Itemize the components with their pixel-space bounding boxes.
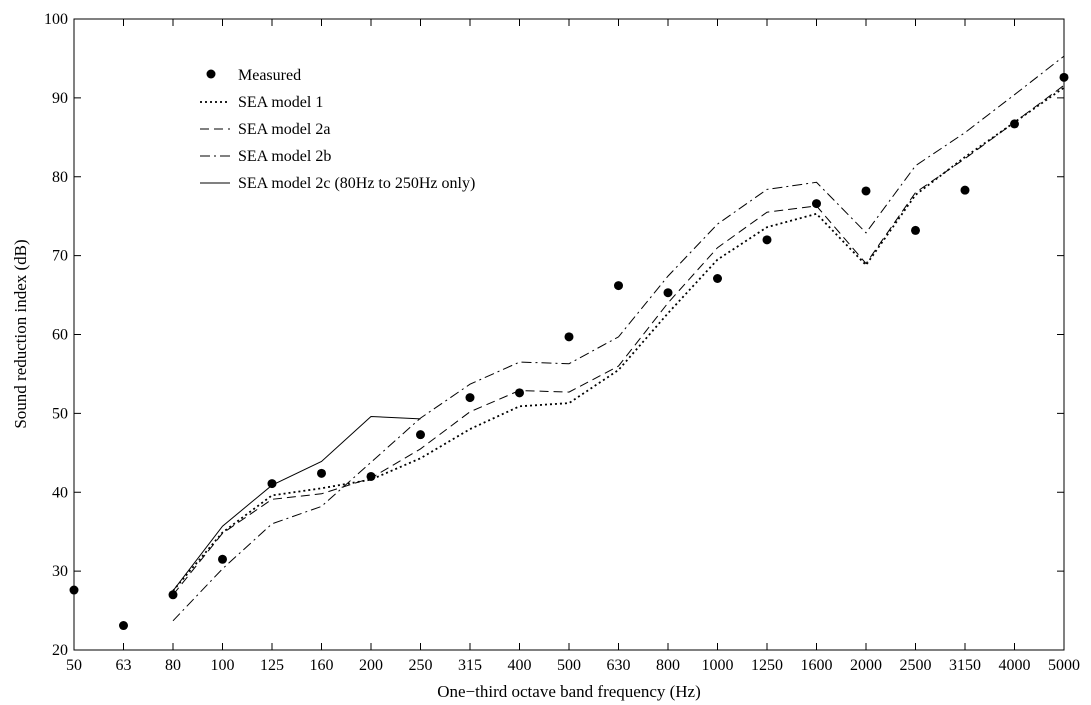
x-tick-label: 4000 bbox=[999, 657, 1031, 674]
legend-label-sea-model-2a: SEA model 2a bbox=[238, 121, 330, 138]
x-tick-label: 5000 bbox=[1048, 657, 1080, 674]
x-tick-label: 100 bbox=[211, 657, 235, 674]
measured-point bbox=[267, 479, 277, 489]
x-tick-label: 630 bbox=[607, 657, 631, 674]
measured-point bbox=[960, 185, 970, 195]
measured-point bbox=[663, 288, 673, 298]
measured-point bbox=[515, 388, 524, 398]
sea-model-2a-line bbox=[172, 84, 1065, 596]
x-tick-label: 2500 bbox=[900, 657, 932, 674]
y-tick-label: 80 bbox=[52, 169, 68, 186]
x-tick-label: 80 bbox=[165, 657, 181, 674]
x-tick-label: 3150 bbox=[949, 657, 981, 674]
legend-box bbox=[190, 60, 570, 200]
legend-label-sea-model-2c-80hz-to-250hz-only: SEA model 2c (80Hz to 250Hz only) bbox=[238, 175, 475, 192]
sea-model-2b-line bbox=[172, 55, 1065, 622]
x-tick-label: 500 bbox=[557, 657, 581, 674]
x-tick-label: 1250 bbox=[751, 657, 783, 674]
legend-label-measured: Measured bbox=[238, 67, 301, 84]
x-tick-label: 50 bbox=[66, 657, 82, 674]
x-tick-label: 2000 bbox=[850, 657, 882, 674]
x-tick-label: 800 bbox=[656, 657, 680, 674]
y-tick-label: 30 bbox=[52, 563, 68, 580]
x-axis-title: One−third octave band frequency (Hz) bbox=[437, 682, 701, 701]
y-tick-label: 50 bbox=[52, 405, 68, 422]
x-tick-label: 1600 bbox=[801, 657, 833, 674]
y-tick-label: 60 bbox=[52, 327, 68, 344]
measured-point bbox=[911, 225, 920, 235]
x-tick-label: 400 bbox=[508, 657, 532, 674]
y-axis-title: Sound reduction index (dB) bbox=[11, 239, 30, 428]
y-tick-label: 100 bbox=[44, 11, 68, 28]
measured-point bbox=[119, 621, 128, 631]
x-tick-label: 160 bbox=[310, 657, 334, 674]
x-tick-label: 63 bbox=[116, 657, 132, 674]
measured-point bbox=[317, 468, 326, 478]
x-tick-label: 1000 bbox=[702, 657, 734, 674]
x-tick-label: 315 bbox=[458, 657, 482, 674]
sea-model-2c-80hz-to-250hz-only-line bbox=[172, 415, 421, 592]
legend-label-sea-model-1: SEA model 1 bbox=[238, 94, 323, 111]
measured-point bbox=[1010, 119, 1019, 129]
measured-point bbox=[861, 186, 871, 196]
plot-marks bbox=[69, 55, 1069, 631]
x-tick-label: 125 bbox=[260, 657, 284, 674]
measured-point bbox=[416, 430, 425, 440]
x-tick-label: 200 bbox=[359, 657, 383, 674]
y-tick-label: 20 bbox=[52, 642, 68, 659]
y-tick-label: 90 bbox=[52, 90, 68, 107]
legend-label-sea-model-2b: SEA model 2b bbox=[238, 148, 331, 165]
x-tick-label: 250 bbox=[409, 657, 433, 674]
legend-marker-measured bbox=[206, 69, 216, 79]
legend: Measured SEA model 1 SEA model 2a SEA model… bbox=[190, 60, 570, 200]
y-tick-label: 70 bbox=[52, 248, 68, 265]
measured-point bbox=[812, 199, 821, 209]
axis-ticks: 50 63 80 100 125 160 200 250 315 400 500 630 800 1000… bbox=[44, 11, 1080, 674]
measured-point bbox=[614, 281, 623, 291]
measured-point bbox=[762, 235, 772, 245]
y-tick-label: 40 bbox=[52, 484, 68, 501]
measured-point bbox=[713, 273, 722, 283]
measured-point bbox=[564, 332, 574, 342]
measured-point bbox=[465, 393, 475, 403]
measured-point bbox=[218, 554, 227, 564]
